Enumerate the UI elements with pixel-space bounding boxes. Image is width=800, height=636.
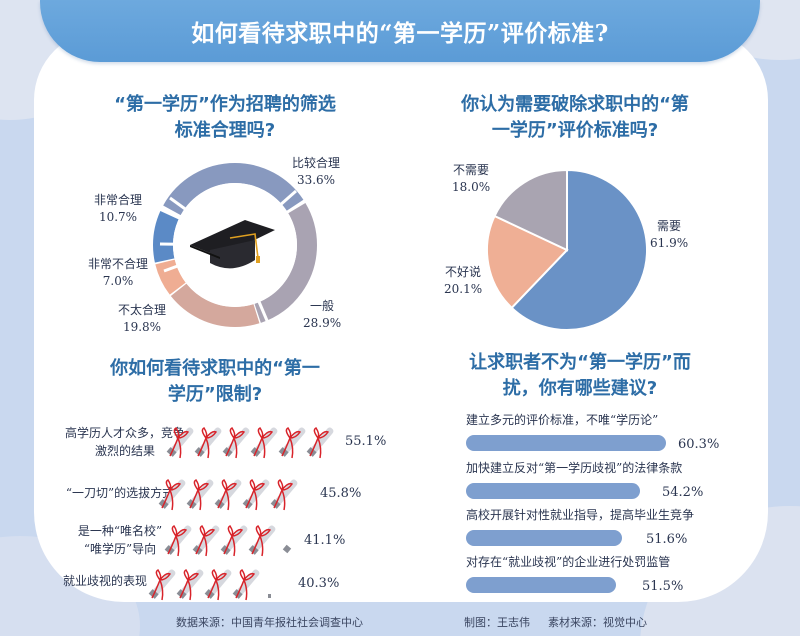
footer: 数据来源：中国青年报社社会调查中心 制图：王志伟 素材来源：视觉中心: [0, 606, 800, 636]
donut-segment-not-very-reasonable: [153, 163, 317, 327]
diploma-scroll-icon: [163, 523, 292, 557]
bar-row: 加快建立反对“第一学历歧视”的法律条款 54.2%: [466, 461, 704, 500]
bar-fill: [466, 577, 616, 593]
bar-fill: [466, 435, 666, 451]
donut-label-fairly-reasonable: 比较合理 33.6%: [292, 156, 341, 187]
bar-section-title: 让求职者不为“第一学历”而 扰，你有哪些建议?: [469, 352, 691, 399]
diploma-scroll-icon: [165, 425, 336, 459]
pictogram-row: 是一种“唯名校” “唯学历”导向 41.1%: [40, 520, 420, 564]
bar-row: 对存在“就业歧视”的企业进行处罚监管 51.5%: [466, 555, 684, 594]
graduation-cap-icon: [190, 220, 275, 269]
donut-segment-average: [153, 163, 317, 327]
diploma-scroll-icon: [147, 567, 271, 601]
pie-section-title: 你认为需要破除求职中的“第 一学历”评价标准吗?: [461, 94, 689, 141]
pictogram-section-title: 你如何看待求职中的“第一 学历”限制?: [110, 358, 320, 405]
pie-label-not-needed: 不需要 18.0%: [452, 163, 491, 194]
pictogram-row: “一刀切”的选拔方式 45.8%: [40, 474, 420, 518]
donut-section-title: “第一学历”作为招聘的筛选 标准合理吗?: [114, 94, 336, 141]
pie-chart: [486, 168, 649, 331]
donut-segment-fairly-reasonable: [153, 163, 317, 327]
designer-credit: 制图：王志伟: [464, 616, 530, 629]
donut-label-not-very-reasonable: 不太合理 19.8%: [118, 303, 167, 334]
donut-label-average: 一般 28.9%: [303, 299, 342, 330]
bar-fill: [466, 483, 640, 499]
bar-fill: [466, 530, 622, 546]
pictogram-row: 就业歧视的表现 40.3%: [40, 564, 420, 608]
header-banner: 如何看待求职中的“第一学历”评价标准?: [40, 0, 760, 62]
bar-row: 建立多元的评价标准，不唯“学历论” 60.3%: [466, 413, 720, 452]
donut-label-very-reasonable: 非常合理 10.7%: [94, 193, 143, 224]
pie-label-need: 需要 61.9%: [650, 219, 689, 250]
bar-row: 高校开展针对性就业指导，提高毕业生竞争 51.6%: [466, 508, 695, 547]
pie-slice-need: [510, 168, 649, 331]
donut-label-very-unreasonable: 非常不合理 7.0%: [88, 257, 149, 288]
donut-chart: [153, 163, 317, 327]
pictogram-row: 高学历人才众多，竞争 激烈的结果 55.1%: [40, 424, 420, 468]
pie-slice-not-needed: [493, 168, 568, 252]
diploma-scroll-icon: [157, 477, 300, 511]
pie-slice-not-sure: [486, 214, 569, 310]
content-panel: [34, 30, 768, 602]
data-source: 数据来源：中国青年报社社会调查中心: [176, 616, 363, 629]
page-title: 如何看待求职中的“第一学历”评价标准?: [191, 20, 609, 47]
material-source: 素材来源：视觉中心: [548, 616, 647, 629]
pie-label-not-sure: 不好说 20.1%: [444, 265, 483, 296]
